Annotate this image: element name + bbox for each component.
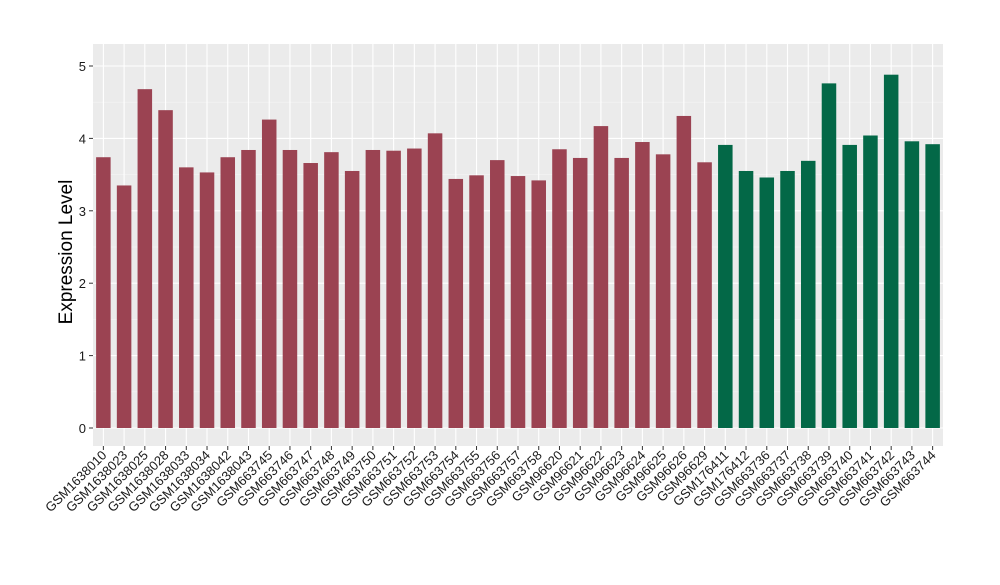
bar-GSM663742 [883, 74, 899, 429]
bar-GSM663745 [261, 119, 277, 429]
bar-GSM663740 [842, 144, 857, 428]
bar-GSM663752 [407, 148, 422, 428]
y-tick-label: 1 [79, 349, 86, 364]
bar-GSM663743 [904, 141, 920, 428]
bar-GSM1638043 [241, 149, 256, 428]
bars [96, 74, 940, 429]
bar-GSM663741 [863, 135, 878, 428]
bar-GSM1638025 [137, 89, 153, 428]
bar-GSM663747 [303, 163, 318, 429]
bar-GSM1638033 [179, 167, 194, 429]
bar-GSM96622 [593, 126, 609, 428]
bar-GSM663746 [282, 149, 298, 428]
y-tick-label: 3 [79, 204, 86, 219]
bar-GSM663755 [469, 175, 484, 428]
bar-GSM663750 [365, 149, 381, 428]
bar-GSM96623 [614, 157, 629, 428]
bar-GSM176412 [738, 170, 754, 429]
bar-GSM96624 [635, 142, 650, 428]
bar-GSM1638034 [199, 172, 215, 428]
bar-GSM663737 [780, 170, 795, 429]
x-axis: GSM1638010GSM1638023GSM1638025GSM1638028… [42, 446, 939, 515]
bar-GSM663738 [800, 160, 816, 428]
bar-GSM663756 [490, 160, 505, 428]
y-tick-label: 4 [79, 131, 86, 146]
y-axis: 0 1 2 3 4 5 [79, 59, 93, 436]
bar-GSM663748 [324, 152, 339, 428]
bar-GSM663749 [344, 170, 360, 429]
bar-GSM96625 [655, 154, 671, 428]
bar-GSM96626 [676, 115, 692, 429]
bar-GSM1638010 [96, 157, 111, 428]
bar-GSM663754 [448, 178, 464, 428]
bar-GSM663753 [427, 133, 443, 428]
bar-GSM663744 [925, 144, 940, 428]
y-tick-label: 2 [79, 276, 86, 291]
bar-GSM663757 [510, 176, 526, 428]
y-axis-label: Expression Level [56, 180, 77, 325]
bar-GSM663739 [821, 83, 837, 428]
bar-GSM96629 [697, 162, 712, 429]
bar-GSM176411 [718, 144, 733, 428]
y-tick-label: 5 [79, 59, 86, 74]
bar-GSM1638023 [116, 185, 132, 428]
bar-GSM1638042 [220, 157, 236, 428]
bar-GSM96620 [552, 149, 567, 428]
bar-GSM96621 [572, 157, 588, 428]
bar-GSM1638028 [158, 110, 173, 428]
bar-GSM663751 [386, 150, 401, 428]
bar-GSM663758 [531, 180, 546, 428]
y-tick-label: 0 [79, 421, 86, 436]
bar-GSM663736 [759, 177, 775, 428]
